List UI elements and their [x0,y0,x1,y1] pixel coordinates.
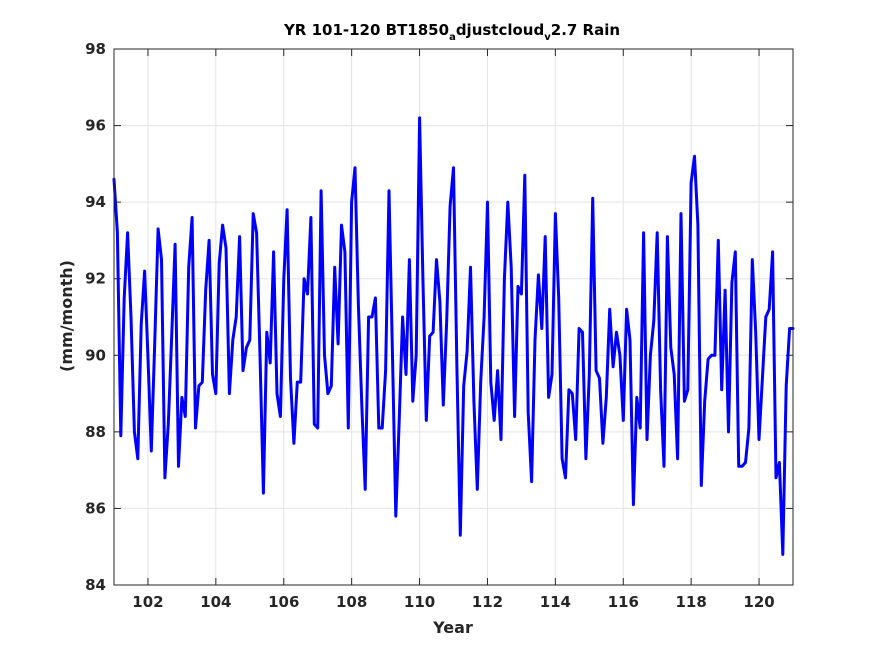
x-tick-label: 112 [472,593,503,611]
x-tick-label: 120 [743,593,774,611]
y-tick-label: 86 [85,499,106,517]
title-part-2: djustcloud [456,21,544,39]
y-tick-label: 94 [85,193,106,211]
y-tick-label: 96 [85,117,106,135]
x-tick-label: 102 [132,593,163,611]
plot-frame [113,48,794,586]
x-tick-label: 110 [404,593,435,611]
title-subscript-2: v [544,32,551,43]
x-axis-label: Year [432,618,473,637]
series-line-1 [112,116,795,556]
x-tick-label: 114 [540,593,571,611]
y-axis-label: (mm/month) [57,260,76,372]
title-subscript-1: a [449,32,456,43]
x-axis-ticks: 102 104 106 108 110 112 114 116 118 120 [132,49,775,611]
x-tick-label: 108 [336,593,367,611]
x-tick-label: 118 [675,593,706,611]
y-tick-label: 84 [85,576,106,594]
y-tick-label: 92 [85,270,106,288]
y-axis-ticks: 84 86 88 90 92 94 96 98 [85,40,793,594]
x-tick-label: 104 [200,593,231,611]
chart-title: YR 101-120 BT1850adjustcloudv2.7 Rain [283,21,620,43]
x-tick-label: 106 [268,593,299,611]
y-tick-label: 90 [85,346,106,364]
y-tick-label: 88 [85,423,106,441]
y-tick-label: 98 [85,40,106,58]
x-tick-label: 116 [608,593,639,611]
series-group [112,116,795,556]
title-part-1: YR 101-120 BT1850 [283,21,449,39]
title-part-3: 2.7 Rain [551,21,620,39]
